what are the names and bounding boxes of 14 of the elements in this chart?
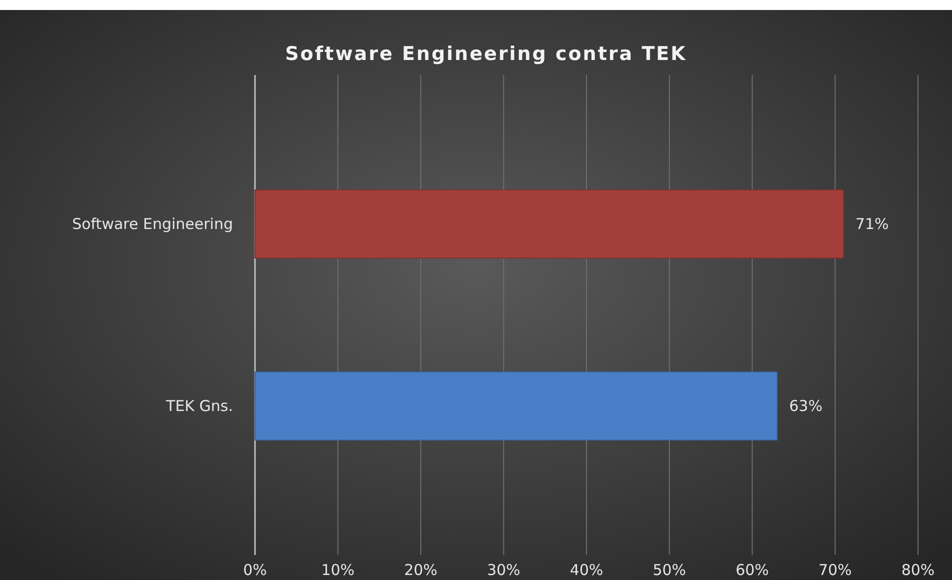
- x-tick-label: 10%: [321, 561, 355, 579]
- x-tick-label: 30%: [486, 561, 520, 579]
- x-tick-label: 0%: [243, 561, 267, 579]
- data-label: 71%: [855, 215, 889, 233]
- y-tick-label: TEK Gns.: [165, 397, 233, 415]
- y-tick-label: Software Engineering: [72, 215, 233, 233]
- x-tick-label: 80%: [901, 561, 935, 579]
- x-tick-label: 50%: [652, 561, 686, 579]
- x-tick-label: 40%: [570, 561, 604, 579]
- data-label: 63%: [789, 397, 822, 415]
- x-tick-label: 70%: [818, 561, 852, 579]
- chart-title: Software Engineering contra TEK: [285, 43, 687, 65]
- x-tick-label: 20%: [404, 561, 438, 579]
- x-tick-label: 60%: [736, 561, 769, 579]
